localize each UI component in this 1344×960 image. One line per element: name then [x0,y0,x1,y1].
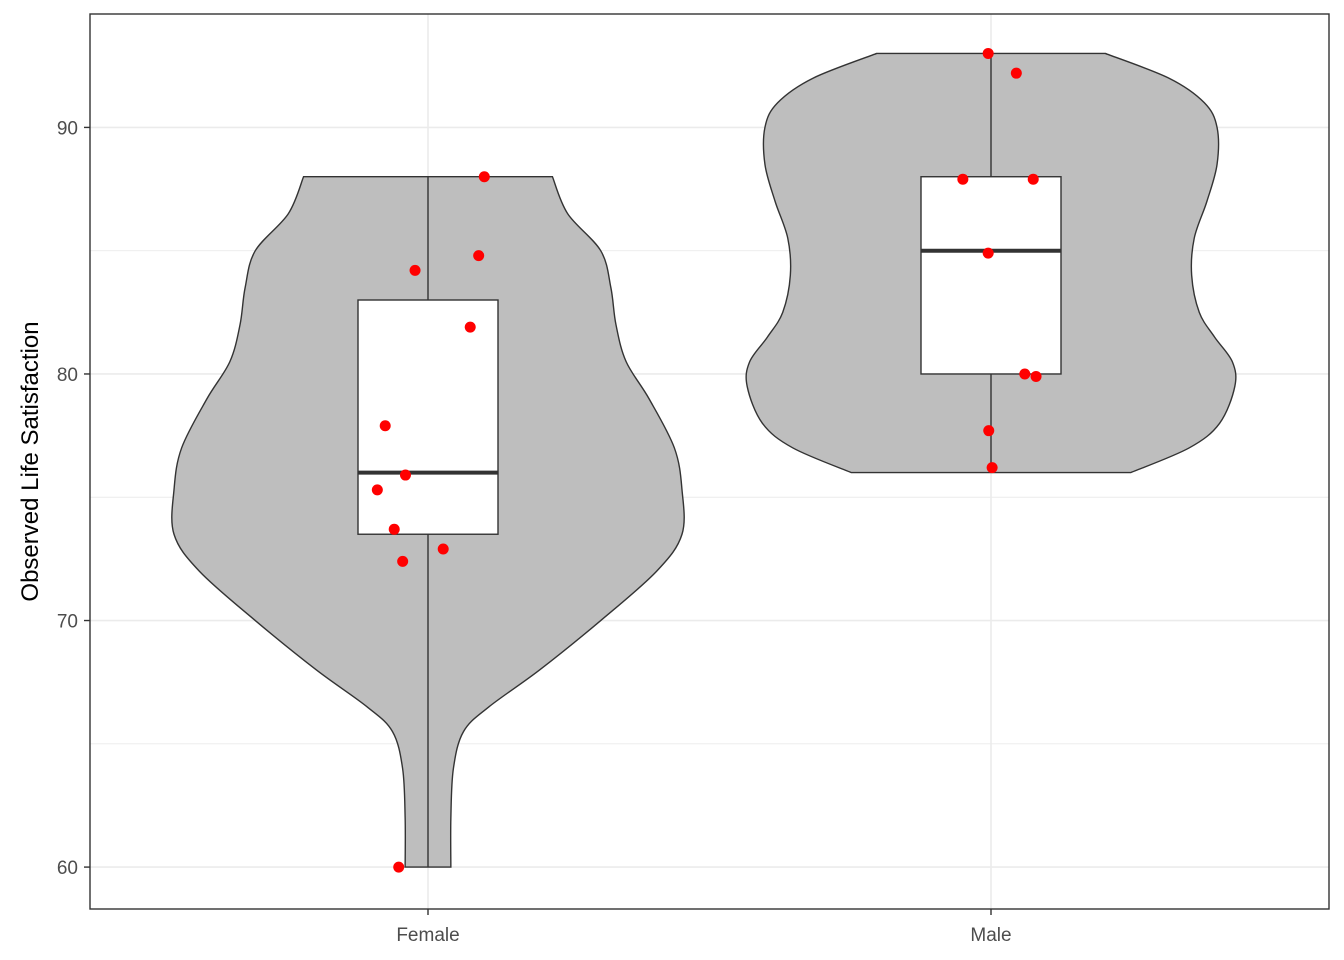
y-tick-label: 60 [57,858,78,879]
data-point [1027,173,1039,185]
y-axis-title: Observed Life Satisfaction [17,321,44,601]
data-point [986,462,998,474]
data-point [473,250,485,262]
data-point [399,469,411,481]
data-point [464,321,476,333]
x-tick-label: Male [970,925,1011,946]
data-point [983,425,995,437]
data-point [437,543,449,555]
data-point [379,420,391,432]
box-male [920,176,1062,375]
boxplot-layer [357,53,1062,868]
y-tick-label: 80 [57,365,78,386]
data-point [982,247,994,259]
data-point [957,173,969,185]
data-point [982,47,994,59]
box-female [357,299,499,535]
data-point [1019,368,1031,380]
y-tick-label: 70 [57,612,78,633]
data-point [397,555,409,567]
point-layer [371,47,1042,873]
data-point [1030,370,1042,382]
panel-border [89,13,1330,910]
x-axis: Female Male [396,909,1012,946]
data-point [409,264,421,276]
data-point [393,861,405,873]
data-point [388,523,400,535]
x-tick-label: Female [396,925,459,946]
data-point [1010,67,1022,79]
data-point [371,484,383,496]
y-tick-label: 90 [57,118,78,139]
data-point [478,171,490,183]
y-axis: 60 70 80 90 [57,118,90,879]
